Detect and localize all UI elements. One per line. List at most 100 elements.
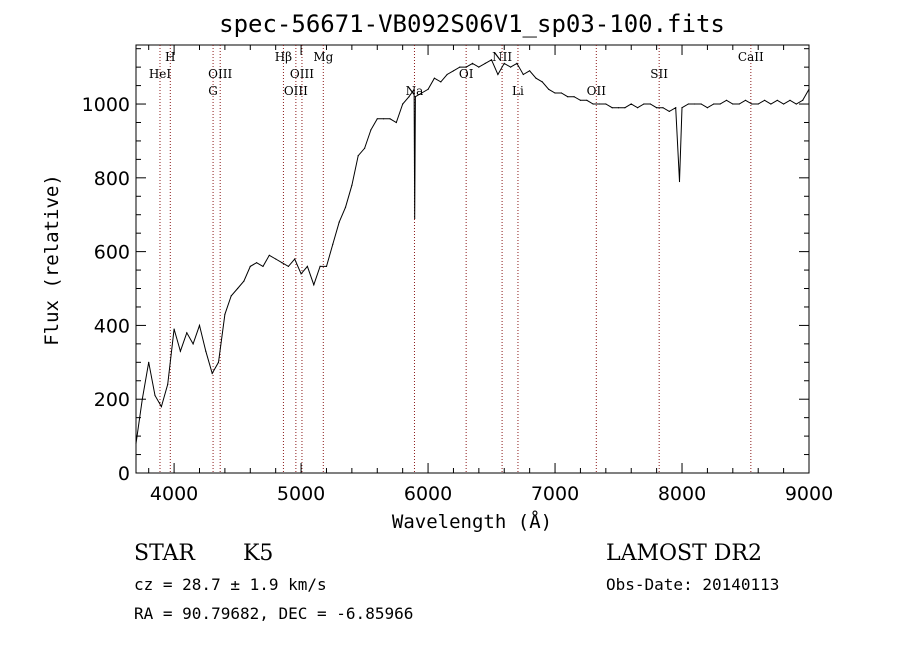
spectrum-point	[433, 77, 435, 79]
spectrum-point	[173, 328, 175, 330]
object-subclass: K5	[243, 541, 273, 566]
spectrum-point	[535, 77, 537, 79]
spectrum-point	[338, 221, 340, 223]
spectrum-point	[503, 62, 505, 64]
spectral-line-label: OII	[587, 84, 607, 98]
spectrum-point	[567, 96, 569, 98]
spectrum-point	[319, 265, 321, 267]
spectrum-point	[611, 107, 613, 109]
spectrum-point	[217, 361, 220, 363]
spectrum-point	[706, 107, 709, 109]
spectrum-point	[522, 73, 524, 76]
plot-frame	[135, 44, 810, 474]
y-axis-label: Flux (relative)	[41, 174, 63, 346]
observation-date: Obs-Date: 20140113	[606, 575, 779, 594]
spectrum-point	[376, 118, 378, 120]
spectrum-point	[662, 107, 664, 109]
spectrum-point	[497, 73, 499, 76]
spectral-line-label: Mg	[313, 50, 333, 64]
spectral-line-label: HeI	[149, 67, 172, 81]
x-tick-label: 8000	[658, 483, 706, 505]
spectrum-point	[738, 103, 740, 105]
spectrum-point	[649, 103, 651, 105]
redshift-velocity: cz = 28.7 ± 1.9 km/s	[134, 575, 327, 594]
spectrum-point	[294, 258, 296, 260]
spectrum-point	[287, 265, 289, 267]
spectrum-point	[592, 103, 594, 105]
spectral-line-label: OI	[459, 67, 474, 81]
spectrum-point	[617, 107, 620, 109]
spectrum-point	[541, 81, 543, 83]
spectral-line-label: OIII	[284, 84, 308, 98]
spectrum-point	[306, 265, 308, 267]
spectrum-point	[776, 99, 778, 101]
spectral-line-label: OIII	[290, 67, 314, 81]
spectrum-point	[586, 99, 588, 101]
spectral-line-label: Hβ	[275, 50, 292, 64]
spectrum-point	[700, 103, 702, 105]
spectral-line-label: NII	[492, 50, 512, 64]
spectrum-point	[675, 107, 677, 109]
spectral-line-label: CaII	[738, 50, 764, 64]
spectrum-point	[186, 332, 188, 334]
spectrum-point	[325, 265, 328, 267]
spectrum-point	[764, 99, 766, 101]
spectrum-point	[681, 107, 683, 109]
spectrum-point	[630, 103, 632, 105]
spectrum-point	[135, 442, 137, 445]
spectrum-point	[268, 254, 270, 256]
spectrum-point	[192, 343, 194, 345]
spectrum-point	[637, 107, 639, 109]
spectrum-point	[262, 265, 264, 267]
spectrum-point	[370, 129, 372, 131]
spectrum-point	[605, 103, 607, 105]
spectrum-point	[300, 273, 302, 275]
spectrum-point	[471, 62, 474, 64]
x-tick-label: 9000	[785, 483, 833, 505]
spectrum-point	[395, 121, 397, 124]
spectrum-point	[344, 206, 347, 208]
spectral-line-label: OIII	[208, 67, 232, 81]
spectrum-line-series	[135, 59, 810, 444]
spectrum-point	[452, 70, 455, 72]
x-tick-label: 4000	[150, 483, 198, 505]
spectrum-point	[154, 394, 156, 397]
spectrum-point	[179, 350, 181, 352]
spectrum-point	[459, 66, 461, 68]
spectrum-point	[719, 103, 721, 105]
spectrum-point	[757, 103, 759, 105]
spectrum-point	[713, 103, 715, 105]
survey-name: LAMOST DR2	[606, 541, 762, 566]
spectral-line-label: Li	[512, 84, 524, 98]
spectrum-point	[275, 258, 277, 260]
spectrum-point	[744, 99, 747, 101]
spectrum-point	[332, 243, 334, 245]
spectrum-point	[313, 284, 315, 286]
y-tick-label: 1000	[82, 94, 130, 116]
x-tick-label: 7000	[531, 483, 579, 505]
y-tick-label: 400	[94, 315, 130, 337]
spectrum-point	[198, 324, 201, 326]
spectrum-point	[795, 103, 797, 105]
spectrum-point	[408, 96, 410, 98]
spectrum-point	[694, 103, 696, 105]
spectral-line-markers	[159, 45, 752, 473]
spectrum-series	[135, 59, 810, 445]
spectrum-point	[440, 81, 442, 83]
spectrum-point	[490, 59, 493, 61]
y-axis-ticks: 0 200 400 600 800 1000	[82, 48, 809, 485]
spectrum-point	[783, 103, 785, 105]
spectrum-point	[224, 313, 226, 315]
spectrum-point	[167, 383, 169, 385]
spectrum-point	[465, 66, 467, 68]
spectral-line-label: G	[208, 84, 218, 98]
spectrum-point	[725, 99, 728, 101]
spectrum-point	[148, 361, 150, 363]
spectrum-point	[579, 99, 582, 101]
spectrum-point	[554, 92, 556, 94]
chart-title: spec-56671-VB092S06V1_sp03-100.fits	[219, 10, 725, 38]
spectrum-point	[770, 103, 772, 105]
